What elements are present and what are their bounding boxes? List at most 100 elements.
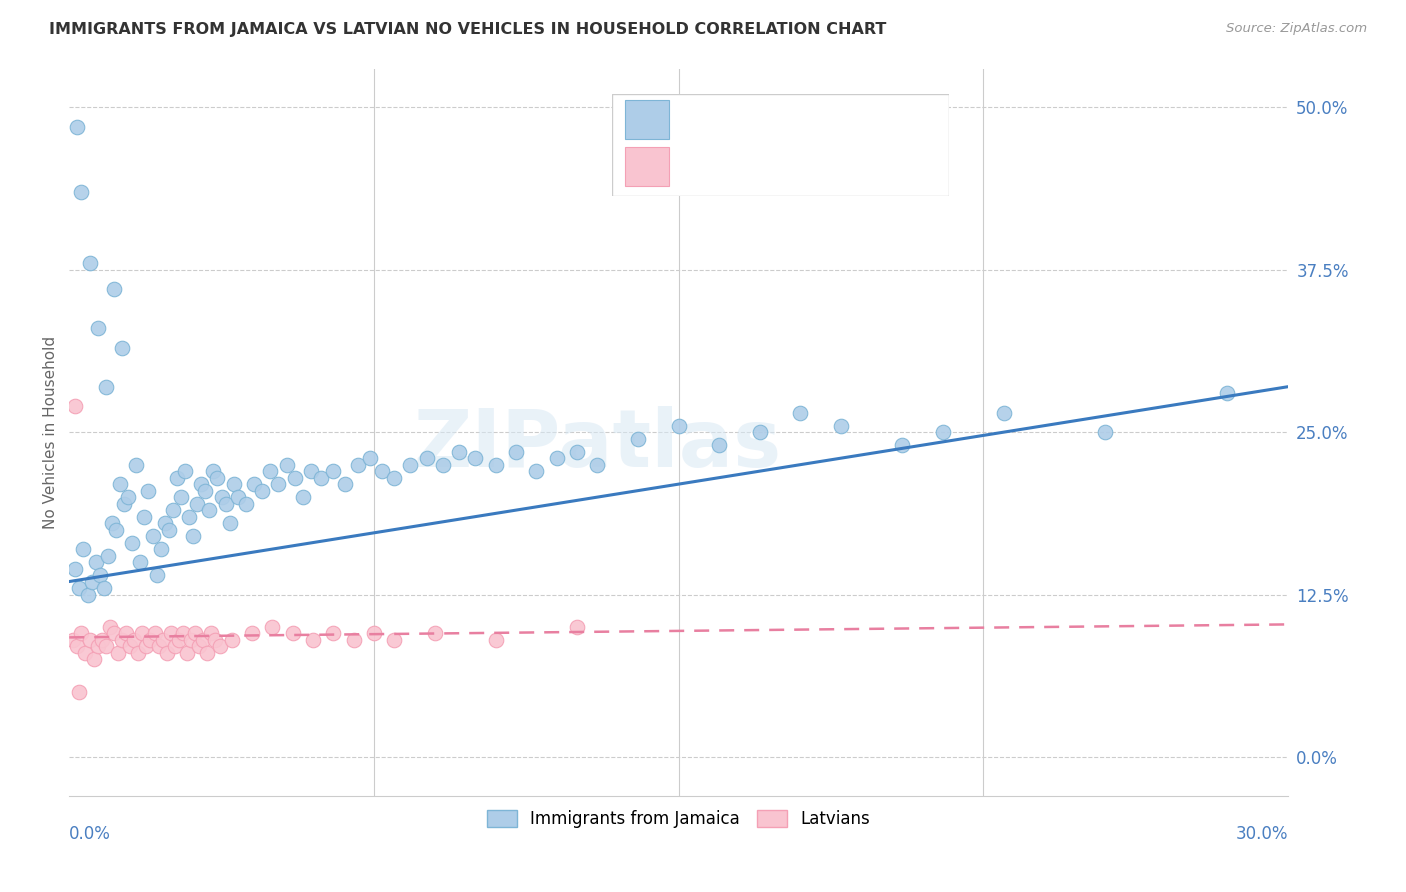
Point [707,438,730,452]
Point [200,626,222,640]
Point [207,470,229,484]
Point [235,497,257,511]
Point [167,632,190,647]
Point [138,483,160,498]
Point [127,646,149,660]
Point [218,516,240,530]
Point [131,626,153,640]
Bar [626,147,669,186]
Point [322,464,344,478]
Point [104,523,127,537]
Point [70,185,93,199]
Point [382,632,405,647]
Point [485,632,508,647]
Point [89,568,111,582]
Point [80,574,103,589]
Point [565,620,588,634]
Point [103,626,125,640]
Point [204,632,226,647]
Point [79,256,101,270]
Point [117,490,139,504]
Point [84,555,107,569]
Point [120,640,142,654]
Point [184,626,207,640]
Point [222,477,245,491]
Point [221,632,243,647]
Point [67,581,90,595]
Point [993,406,1015,420]
Point [546,451,568,466]
Text: 30.0%: 30.0% [1236,825,1288,843]
Point [363,626,385,640]
Point [211,490,233,504]
Point [125,458,148,472]
Point [139,632,162,647]
Point [156,646,179,660]
Point [163,640,186,654]
Point [111,632,134,647]
Point [432,458,454,472]
Text: IMMIGRANTS FROM JAMAICA VS LATVIAN NO VEHICLES IN HOUSEHOLD CORRELATION CHART: IMMIGRANTS FROM JAMAICA VS LATVIAN NO VE… [49,22,887,37]
Point [789,406,811,420]
Point [148,640,170,654]
Point [76,588,98,602]
Point [485,458,508,472]
Point [505,444,527,458]
Point [214,497,236,511]
Point [134,509,156,524]
Point [188,640,211,654]
Point [668,418,690,433]
Point [276,458,298,472]
Point [748,425,770,440]
Point [322,626,344,640]
Point [66,120,89,134]
Point [70,626,93,640]
Point [94,380,117,394]
Text: Source: ZipAtlas.com: Source: ZipAtlas.com [1226,22,1367,36]
Point [67,685,90,699]
Point [1094,425,1116,440]
Point [240,626,263,640]
Point [190,477,212,491]
Point [174,464,197,478]
Point [101,516,124,530]
Point [415,451,437,466]
Point [111,341,134,355]
Point [1216,386,1239,401]
Point [309,470,332,484]
Point [66,640,89,654]
Point [195,646,218,660]
Point [135,640,157,654]
Point [107,646,129,660]
Point [143,626,166,640]
Point [153,516,176,530]
Point [149,542,172,557]
Point [170,490,193,504]
Point [162,503,184,517]
Point [193,632,215,647]
Point [176,646,198,660]
Point [62,632,84,647]
Point [382,470,405,484]
Point [891,438,914,452]
Y-axis label: No Vehicles in Household: No Vehicles in Household [44,335,58,529]
Point [157,523,180,537]
Point [181,529,204,543]
Point [172,626,194,640]
Text: N = 51: N = 51 [821,158,886,176]
Point [202,464,225,478]
Point [98,620,121,634]
Point [152,632,174,647]
Text: 0.0%: 0.0% [69,825,111,843]
Point [243,477,266,491]
Point [115,626,138,640]
Point [65,399,87,413]
Point [371,464,394,478]
Point [177,509,200,524]
Point [145,568,167,582]
Legend: Immigrants from Jamaica, Latvians: Immigrants from Jamaica, Latvians [481,804,876,835]
Point [259,464,281,478]
Point [281,626,304,640]
Point [627,432,650,446]
Point [302,632,325,647]
